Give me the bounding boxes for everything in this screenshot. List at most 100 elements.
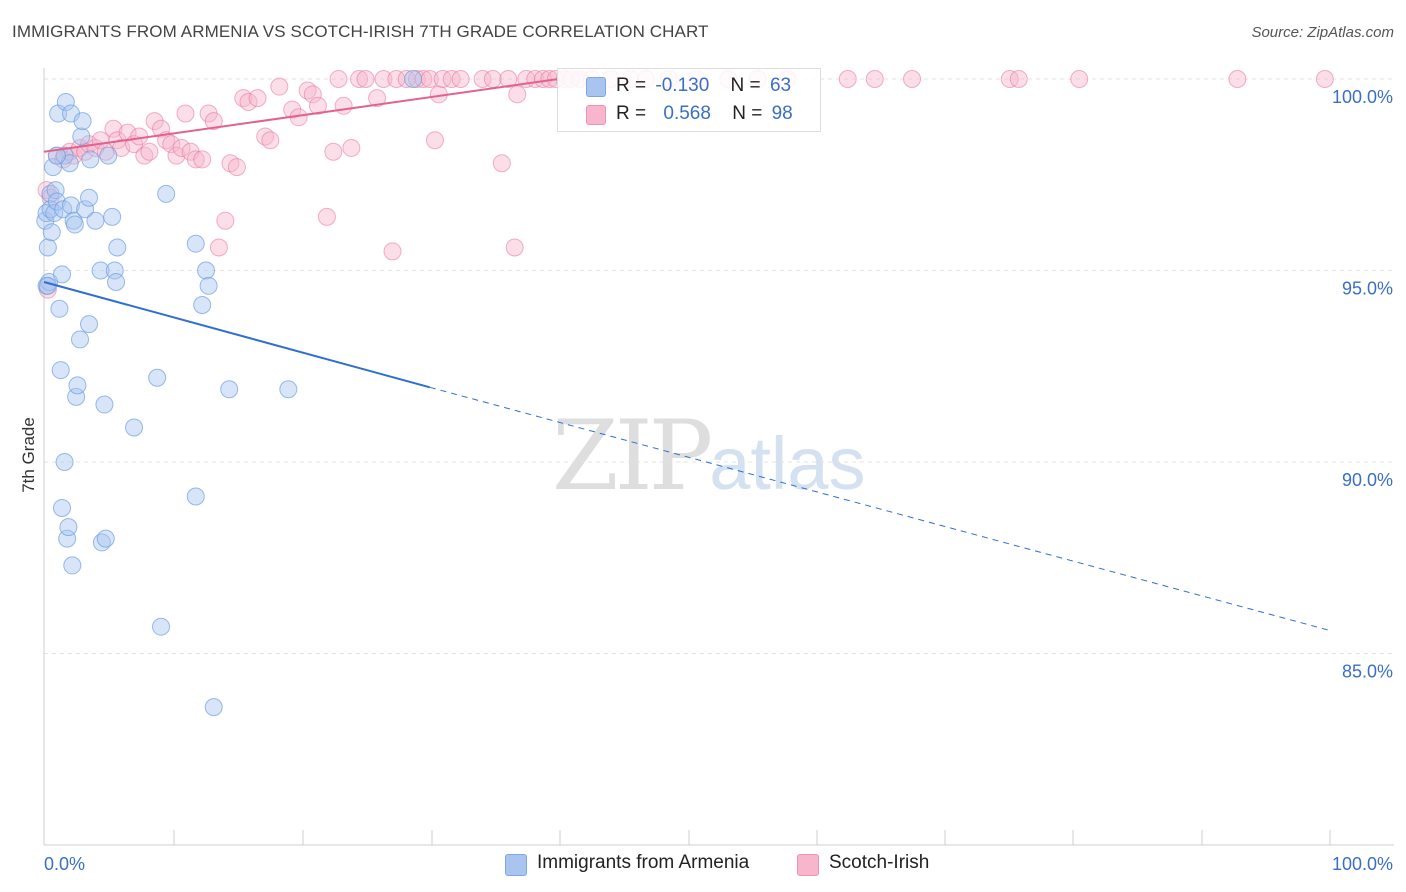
scotch-irish-point (130, 127, 149, 146)
data-points (36, 70, 1334, 717)
scotch-irish-point (492, 154, 511, 173)
scotch-irish-point (334, 96, 353, 115)
armenia-point (45, 204, 64, 223)
scotch-irish-point (1070, 70, 1089, 88)
legend-n-label: N = (730, 75, 761, 96)
armenia-point (56, 92, 75, 111)
legend-r-value: 0.568 (663, 103, 711, 124)
legend-row-scotch-irish: R = 0.568 N = 98 (616, 103, 793, 129)
scotch-irish-point (499, 70, 518, 88)
legend-n-value: 63 (769, 75, 792, 96)
scotch-irish-point (261, 131, 280, 150)
scotch-irish-point (248, 89, 267, 108)
bottom-legend-armenia: Immigrants from Armenia (537, 852, 750, 873)
armenia-point (62, 196, 81, 215)
armenia-point (199, 276, 218, 295)
scotch-irish-point (356, 70, 375, 88)
armenia-point (125, 418, 144, 437)
scotch-irish-point (104, 119, 123, 138)
armenia-point (58, 529, 77, 548)
armenia-point (76, 200, 95, 219)
armenia-point (105, 261, 124, 280)
armenia-point (53, 498, 72, 517)
scotch-irish-point (216, 211, 235, 230)
scotch-irish-point (838, 70, 857, 88)
armenia-point (80, 315, 99, 334)
scotch-irish-point (350, 70, 369, 88)
armenia-point (148, 368, 167, 387)
watermark-zip: ZIP (552, 400, 713, 512)
legend-r-value: -0.130 (655, 75, 710, 96)
y-tick-label: 90.0% (1342, 470, 1393, 490)
armenia-point (279, 380, 298, 399)
armenia-point (99, 146, 118, 165)
armenia-point (86, 211, 105, 230)
scotch-irish-point (176, 104, 195, 123)
bottom-legend-scotch-irish: Scotch-Irish (829, 852, 930, 873)
armenia-point (38, 238, 57, 257)
stats-legend: R = -0.130 N = 63 R = 0.568 N = 98 (557, 68, 821, 132)
scotch-irish-point (239, 92, 258, 111)
scotch-irish-point (152, 119, 171, 138)
armenia-point (38, 276, 57, 295)
armenia-point (44, 158, 63, 177)
legend-swatch-scotch-irish (586, 105, 606, 125)
scotch-irish-point (433, 70, 452, 88)
scotch-irish-point (383, 242, 402, 261)
scotch-irish-point (283, 100, 302, 119)
scotch-irish-point (374, 70, 393, 88)
armenia-point (42, 223, 61, 242)
armenia-point (152, 617, 171, 636)
scotch-irish-point (172, 138, 191, 157)
legend-n-value: 98 (771, 103, 793, 124)
axis-labels: 85.0% 90.0% 95.0% 100.0% 0.0% 100.0% 7th Grade (19, 87, 1393, 874)
armenia-point (404, 70, 423, 88)
armenia-point (107, 272, 126, 291)
y-tick-label: 85.0% (1342, 662, 1393, 682)
armenia-point (96, 529, 115, 548)
armenia-point (71, 330, 90, 349)
scotch-irish-point (451, 70, 470, 88)
armenia-point (103, 207, 122, 226)
scotch-irish-point (508, 85, 527, 104)
armenia-point (81, 150, 100, 169)
armenia-point (50, 299, 69, 318)
scotch-irish-point (118, 123, 137, 142)
armenia-point (73, 112, 92, 131)
scotch-irish-point (342, 138, 361, 157)
scotch-irish-point (425, 131, 444, 150)
scotch-irish-point (162, 135, 181, 154)
legend-r-label: R = (616, 75, 647, 96)
armenia-point (65, 215, 84, 234)
armenia-point (197, 261, 216, 280)
grid-lines (44, 78, 1394, 654)
y-axis-label: 7th Grade (19, 417, 38, 493)
armenia-point (36, 211, 55, 230)
armenia-point (186, 487, 205, 506)
armenia-point (91, 261, 110, 280)
armenia-point (47, 192, 66, 211)
armenia-point (55, 453, 74, 471)
scotch-irish-point (324, 142, 343, 161)
watermark-atlas: atlas (709, 422, 866, 505)
scotch-irish-point (227, 158, 246, 177)
scotch-irish-point (1315, 70, 1334, 88)
armenia-point (68, 376, 87, 395)
scotch-irish-point (483, 70, 502, 88)
scotch-irish-point (407, 70, 426, 88)
scotch-irish-point (505, 238, 524, 257)
scotch-irish-point (1000, 70, 1019, 88)
armenia-point (59, 518, 78, 537)
scotch-irish-point (193, 150, 212, 169)
armenia-point (63, 556, 82, 575)
trend-lines (43, 78, 1331, 632)
source-label: Source: ZipAtlas.com (1251, 24, 1394, 41)
armenia-point (72, 127, 91, 146)
x-tick-label: 0.0% (44, 854, 85, 874)
armenia-point (95, 395, 114, 414)
y-tick-label: 95.0% (1342, 279, 1393, 299)
armenia-trend-line (43, 281, 431, 389)
scotch-irish-point (140, 142, 159, 161)
scotch-irish-point (308, 96, 327, 115)
